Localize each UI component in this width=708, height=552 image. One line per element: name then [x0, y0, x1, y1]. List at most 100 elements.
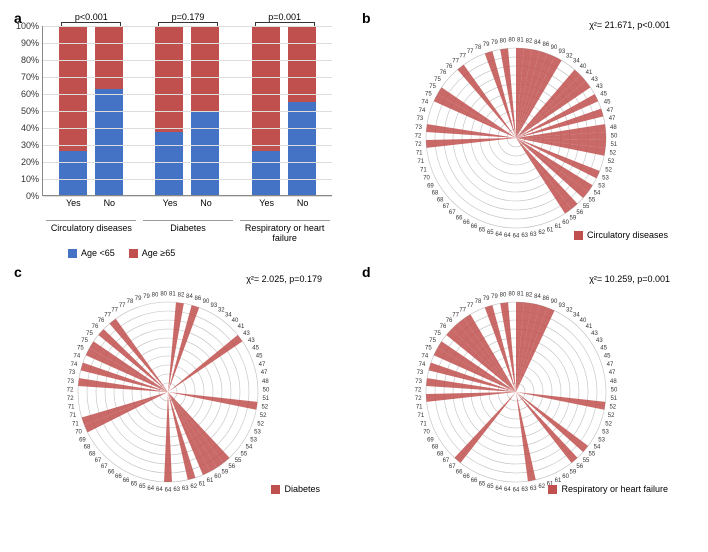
svg-text:65: 65	[487, 484, 494, 490]
svg-text:75: 75	[77, 346, 84, 352]
svg-text:60: 60	[562, 474, 569, 480]
svg-text:67: 67	[443, 458, 450, 464]
svg-text:52: 52	[609, 405, 616, 411]
svg-text:71: 71	[418, 413, 425, 419]
svg-text:73: 73	[417, 116, 424, 122]
svg-text:76: 76	[98, 318, 105, 324]
svg-text:74: 74	[74, 354, 81, 360]
legend-lower-label: Age <65	[81, 248, 115, 258]
legend-a: Age <65 Age ≥65	[68, 248, 175, 258]
svg-text:54: 54	[594, 445, 601, 451]
p-values-row: p<0.001p=0.179p=0.001	[43, 12, 333, 22]
svg-text:72: 72	[67, 396, 74, 402]
svg-text:51: 51	[262, 396, 269, 402]
svg-text:52: 52	[608, 413, 615, 419]
svg-text:78: 78	[475, 299, 482, 305]
svg-text:63: 63	[521, 487, 528, 493]
svg-text:59: 59	[570, 469, 577, 475]
svg-text:60: 60	[562, 220, 569, 226]
svg-text:63: 63	[521, 233, 528, 239]
svg-text:66: 66	[456, 469, 463, 475]
svg-text:64: 64	[504, 487, 511, 493]
svg-text:93: 93	[558, 303, 565, 309]
svg-text:78: 78	[475, 45, 482, 51]
svg-text:76: 76	[446, 64, 453, 70]
swatch-d	[548, 485, 557, 494]
svg-text:80: 80	[508, 292, 515, 298]
panel-d-label: d	[362, 264, 371, 280]
svg-text:75: 75	[429, 84, 436, 90]
svg-text:80: 80	[160, 292, 167, 298]
svg-text:41: 41	[238, 324, 245, 330]
svg-text:74: 74	[422, 354, 429, 360]
radar-d-svg: 8182848690933234404143434545474748505152…	[356, 262, 696, 512]
panel-b-stat: χ²= 21.671, p<0.001	[589, 20, 670, 30]
svg-text:55: 55	[235, 458, 242, 464]
svg-text:66: 66	[471, 224, 478, 230]
svg-text:53: 53	[598, 437, 605, 443]
svg-text:47: 47	[607, 108, 614, 114]
svg-text:45: 45	[252, 346, 259, 352]
panel-c-label: c	[14, 264, 22, 280]
svg-text:56: 56	[576, 210, 583, 216]
svg-text:65: 65	[131, 482, 138, 488]
panel-b-legend-label: Circulatory diseases	[587, 230, 668, 240]
svg-text:84: 84	[534, 40, 541, 46]
svg-text:50: 50	[263, 387, 270, 393]
panel-b: b χ²= 21.671, p<0.001 818284869093323440…	[356, 8, 696, 258]
svg-text:59: 59	[570, 215, 577, 221]
svg-text:55: 55	[240, 452, 247, 458]
svg-text:64: 64	[504, 233, 511, 239]
svg-text:70: 70	[423, 430, 430, 436]
svg-text:43: 43	[596, 338, 603, 344]
svg-text:63: 63	[182, 486, 189, 492]
svg-text:59: 59	[222, 469, 229, 475]
svg-text:69: 69	[427, 437, 434, 443]
svg-text:50: 50	[611, 387, 618, 393]
svg-text:40: 40	[232, 318, 239, 324]
svg-text:86: 86	[543, 42, 550, 48]
svg-text:53: 53	[602, 430, 609, 436]
legend-upper-label: Age ≥65	[142, 248, 175, 258]
svg-text:55: 55	[588, 198, 595, 204]
svg-text:75: 75	[434, 331, 441, 337]
svg-text:70: 70	[423, 176, 430, 182]
legend-item-upper: Age ≥65	[129, 248, 175, 258]
svg-text:71: 71	[418, 159, 425, 165]
svg-text:52: 52	[609, 151, 616, 157]
svg-text:77: 77	[459, 53, 466, 59]
svg-text:71: 71	[416, 151, 423, 157]
svg-text:51: 51	[610, 396, 617, 402]
svg-text:72: 72	[415, 387, 422, 393]
swatch-b	[574, 231, 583, 240]
bar-chart: p<0.001p=0.179p=0.001 YesNoYesNoYesNo Ci…	[8, 8, 348, 258]
panel-c-legend: Diabetes	[271, 484, 320, 494]
svg-text:43: 43	[243, 331, 250, 337]
svg-text:77: 77	[467, 303, 474, 309]
svg-text:63: 63	[530, 232, 537, 238]
svg-text:61: 61	[555, 224, 562, 230]
svg-text:47: 47	[609, 116, 616, 122]
panel-d-legend: Respiratory or heart failure	[548, 484, 668, 494]
svg-text:66: 66	[115, 474, 122, 480]
panel-b-legend: Circulatory diseases	[574, 230, 668, 240]
svg-text:66: 66	[123, 478, 130, 484]
svg-text:79: 79	[491, 40, 498, 46]
svg-text:56: 56	[228, 464, 235, 470]
svg-text:82: 82	[526, 292, 533, 298]
svg-text:53: 53	[254, 430, 261, 436]
svg-text:40: 40	[580, 64, 587, 70]
svg-text:48: 48	[610, 125, 617, 131]
svg-text:80: 80	[500, 292, 507, 298]
svg-text:45: 45	[600, 346, 607, 352]
svg-text:75: 75	[425, 92, 432, 98]
x-group-labels: Circulatory diseasesDiabetesRespiratory …	[43, 220, 333, 243]
svg-text:71: 71	[420, 168, 427, 174]
svg-text:81: 81	[169, 292, 176, 298]
svg-text:77: 77	[467, 49, 474, 55]
svg-text:73: 73	[67, 379, 74, 385]
svg-text:72: 72	[67, 387, 74, 393]
svg-text:75: 75	[425, 346, 432, 352]
svg-text:66: 66	[463, 220, 470, 226]
svg-text:81: 81	[517, 38, 524, 44]
